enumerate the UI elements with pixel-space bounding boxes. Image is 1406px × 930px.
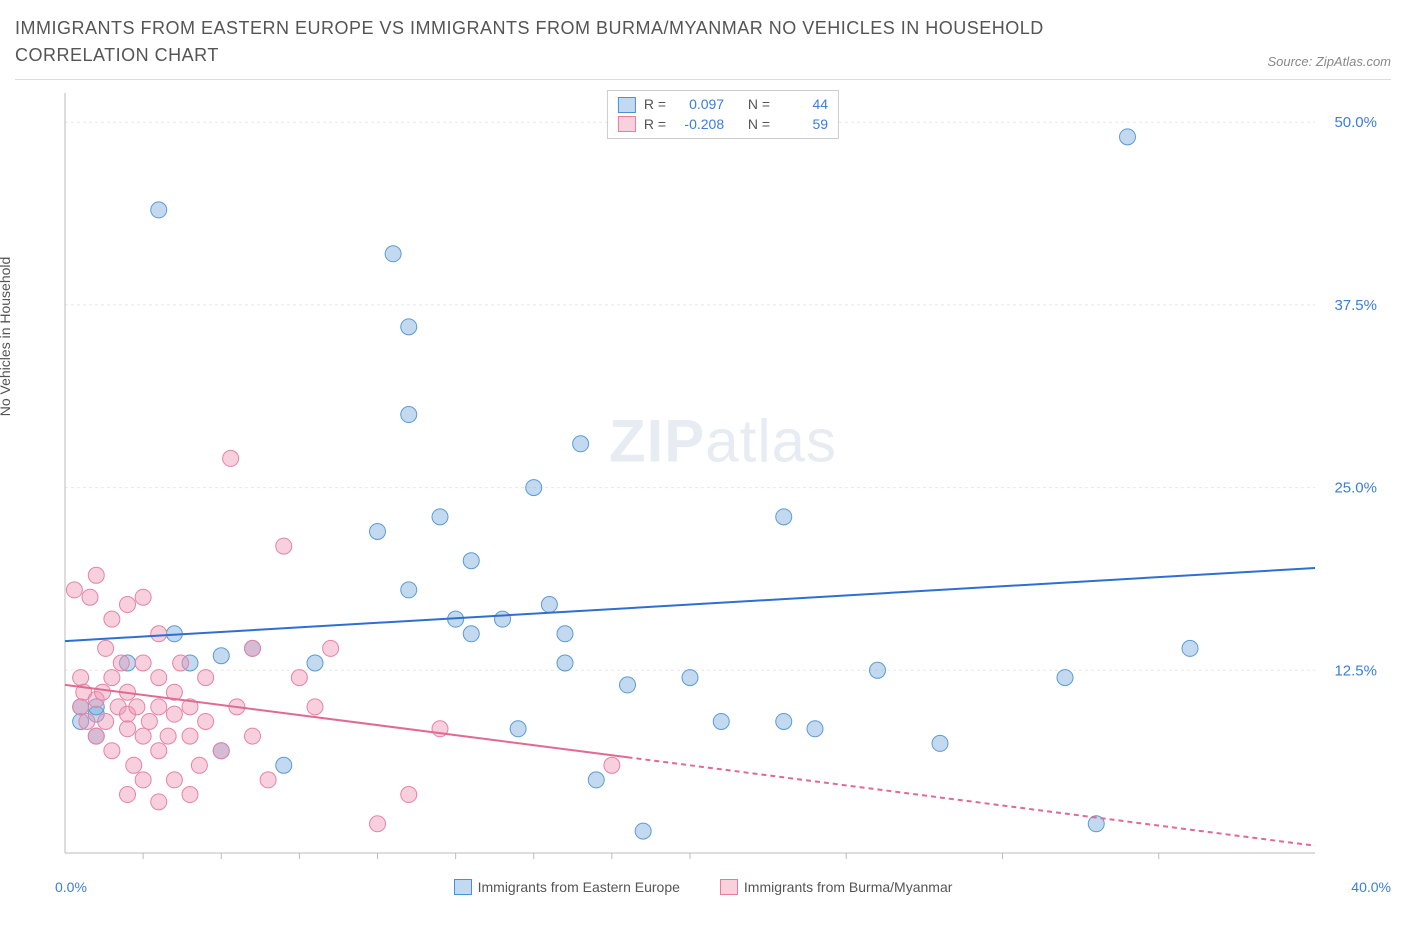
x-axis-min-label: 0.0%: [55, 879, 87, 895]
r-label: R =: [644, 115, 666, 135]
chart-title: IMMIGRANTS FROM EASTERN EUROPE VS IMMIGR…: [15, 15, 1115, 69]
stats-legend: R = 0.097 N = 44 R = -0.208 N = 59: [607, 90, 839, 139]
legend-item-pink: Immigrants from Burma/Myanmar: [720, 879, 952, 895]
r-value: -0.208: [674, 115, 724, 135]
legend-label: Immigrants from Eastern Europe: [478, 879, 680, 895]
swatch-icon: [720, 879, 738, 895]
legend-item-blue: Immigrants from Eastern Europe: [454, 879, 680, 895]
legend-label: Immigrants from Burma/Myanmar: [744, 879, 952, 895]
svg-text:37.5%: 37.5%: [1334, 297, 1377, 314]
chart-svg: 12.5% 25.0% 37.5% 50.0%: [55, 88, 1385, 868]
swatch-icon: [454, 879, 472, 895]
n-value: 59: [778, 115, 828, 135]
scatter-plot: R = 0.097 N = 44 R = -0.208 N = 59 ZIPat…: [55, 88, 1391, 873]
svg-text:12.5%: 12.5%: [1334, 662, 1377, 679]
n-value: 44: [778, 95, 828, 115]
source-label: Source: ZipAtlas.com: [1267, 54, 1391, 69]
swatch-icon: [618, 116, 636, 132]
n-label: N =: [748, 115, 770, 135]
svg-text:25.0%: 25.0%: [1334, 480, 1377, 497]
swatch-icon: [618, 97, 636, 113]
r-label: R =: [644, 95, 666, 115]
y-axis-label: No Vehicles in Household: [0, 256, 13, 416]
n-label: N =: [748, 95, 770, 115]
x-axis-max-label: 40.0%: [1351, 879, 1391, 895]
stats-row-blue: R = 0.097 N = 44: [618, 95, 828, 115]
series-legend: Immigrants from Eastern Europe Immigrant…: [15, 879, 1391, 895]
svg-text:50.0%: 50.0%: [1334, 114, 1377, 131]
r-value: 0.097: [674, 95, 724, 115]
stats-row-pink: R = -0.208 N = 59: [618, 115, 828, 135]
